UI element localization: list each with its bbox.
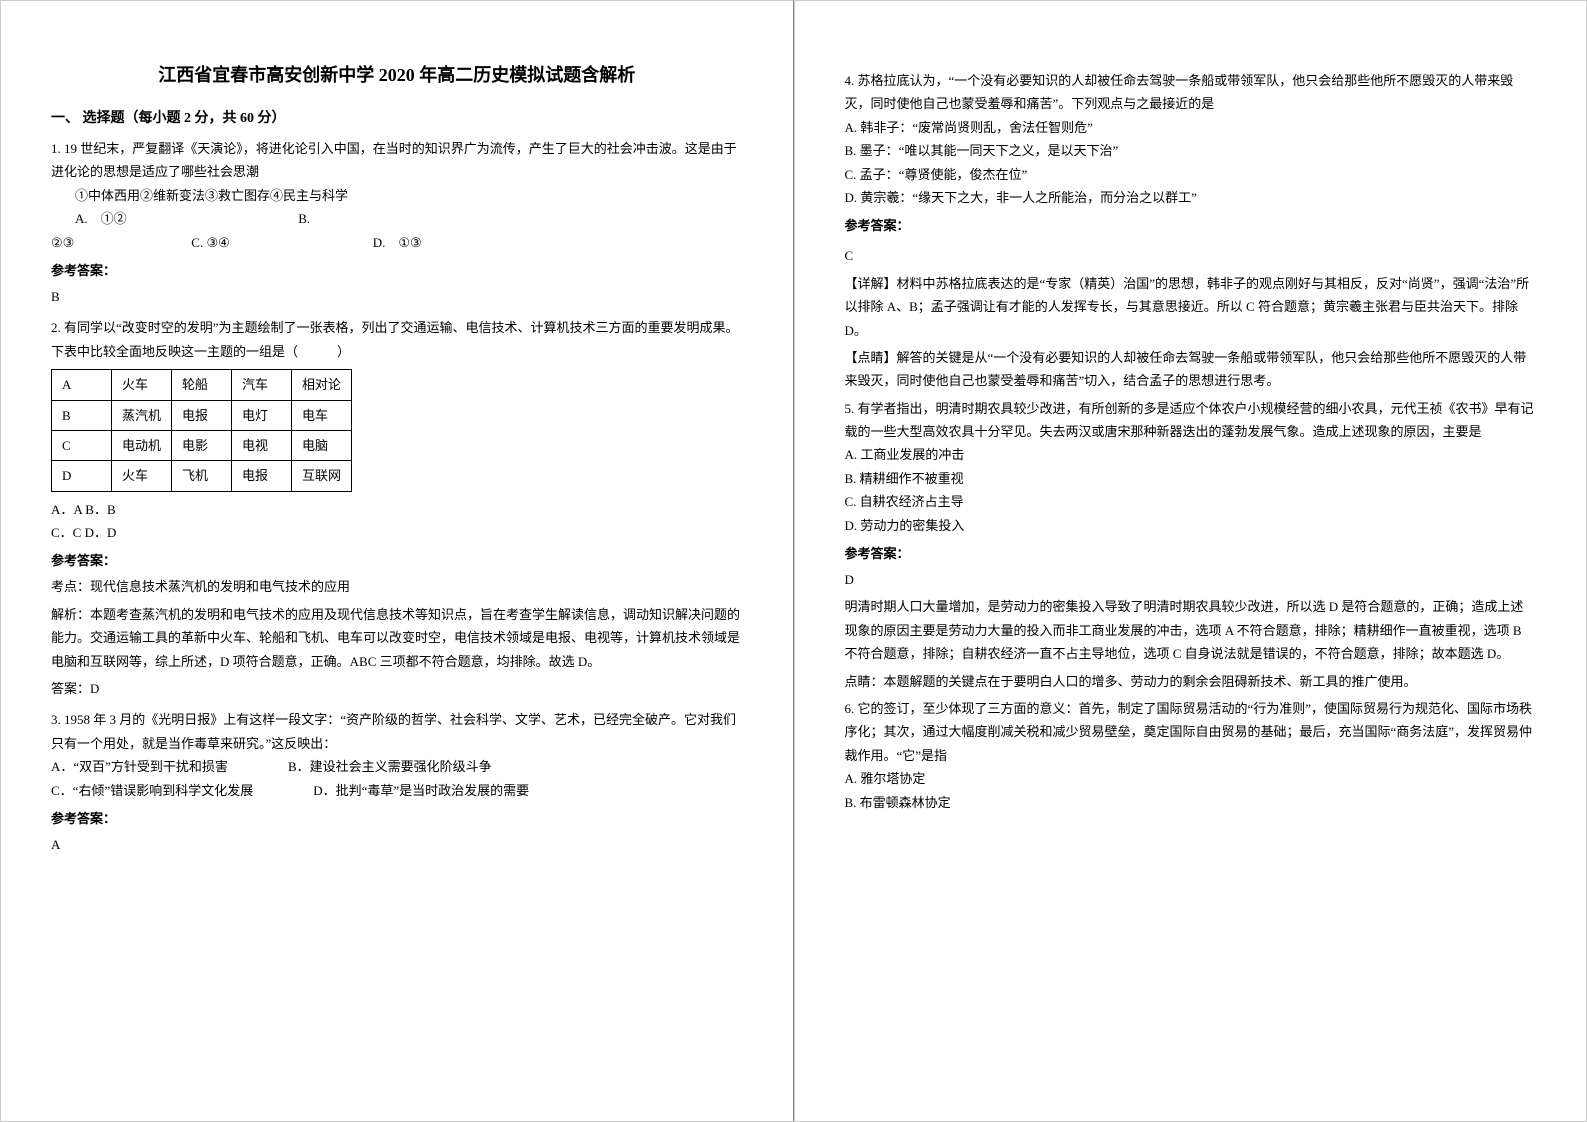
- table-cell: 汽车: [232, 370, 292, 400]
- q2-exp-body: 解析：本题考查蒸汽机的发明和电气技术的应用及现代信息技术等知识点，旨在考查学生解…: [51, 603, 743, 673]
- q1-answer-label: 参考答案：: [51, 260, 743, 279]
- q2-table: A 火车 轮船 汽车 相对论 B 蒸汽机 电报 电灯 电车 C 电动机 电影 电…: [51, 369, 352, 492]
- q2-opts-cd: C．C D．D: [51, 521, 743, 544]
- table-cell: 电报: [232, 461, 292, 491]
- table-row: C 电动机 电影 电视 电脑: [52, 430, 352, 460]
- q1-options-circled: ①中体西用②维新变法③救亡图存④民主与科学: [51, 184, 743, 207]
- q4-opt-d: D. 黄宗羲：“缘天下之大，非一人之所能治，而分治之以群工”: [845, 186, 1537, 209]
- q4-answer-label: 参考答案：: [845, 215, 1537, 234]
- q3-opts-row2: C．“右倾”错误影响到科学文化发展 D．批判“毒草”是当时政治发展的需要: [51, 779, 743, 802]
- table-row: A 火车 轮船 汽车 相对论: [52, 370, 352, 400]
- q5-opt-b: B. 精耕细作不被重视: [845, 467, 1537, 490]
- question-2: 2. 有同学以“改变时空的发明”为主题绘制了一张表格，列出了交通运输、电信技术、…: [51, 316, 743, 544]
- q4-opt-a: A. 韩非子：“废常尚贤则乱，舍法任智则危”: [845, 116, 1537, 139]
- table-cell: 相对论: [292, 370, 352, 400]
- question-5: 5. 有学者指出，明清时期农具较少改进，有所创新的多是适应个体农户小规模经营的细…: [845, 397, 1537, 537]
- table-cell: D: [52, 461, 112, 491]
- q4-stem: 4. 苏格拉底认为，“一个没有必要知识的人却被任命去驾驶一条船或带领军队，他只会…: [845, 69, 1537, 116]
- q4-opt-b: B. 墨子：“唯以其能一同天下之义，是以天下治”: [845, 139, 1537, 162]
- q6-opt-a: A. 雅尔塔协定: [845, 767, 1537, 790]
- right-page: 4. 苏格拉底认为，“一个没有必要知识的人却被任命去驾驶一条船或带领军队，他只会…: [794, 0, 1587, 1122]
- q2-exp-topic: 考点：现代信息技术蒸汽机的发明和电气技术的应用: [51, 575, 743, 598]
- q4-opt-c: C. 孟子：“尊贤使能，俊杰在位”: [845, 163, 1537, 186]
- table-cell: 轮船: [172, 370, 232, 400]
- q3-answer-label: 参考答案：: [51, 808, 743, 827]
- question-1: 1. 19 世纪末，严复翻译《天演论》，将进化论引入中国，在当时的知识界广为流传…: [51, 137, 743, 254]
- q3-opt-b: B．建设社会主义需要强化阶级斗争: [288, 755, 492, 778]
- q3-answer: A: [51, 833, 743, 856]
- left-page: 江西省宜春市高安创新中学 2020 年高二历史模拟试题含解析 一、 选择题（每小…: [0, 0, 794, 1122]
- table-cell: 电灯: [232, 400, 292, 430]
- q1-opt-b: B.: [298, 211, 310, 226]
- q3-opt-c: C．“右倾”错误影响到科学文化发展: [51, 779, 253, 802]
- q3-opt-d: D．批判“毒草”是当时政治发展的需要: [313, 779, 529, 802]
- q4-exp-tip: 【点睛】解答的关键是从“一个没有必要知识的人却被任命去驾驶一条船或带领军队，他只…: [845, 346, 1537, 393]
- table-cell: 火车: [112, 461, 172, 491]
- q1-answer: B: [51, 285, 743, 308]
- table-row: D 火车 飞机 电报 互联网: [52, 461, 352, 491]
- q4-answer: C: [845, 244, 1537, 267]
- q1-opt-row1: A. ①② B.: [51, 207, 743, 230]
- q4-exp-detail: 【详解】材料中苏格拉底表达的是“专家（精英）治国”的思想，韩非子的观点刚好与其相…: [845, 272, 1537, 342]
- table-cell: A: [52, 370, 112, 400]
- q3-opt-a: A．“双百”方针受到干扰和损害: [51, 755, 228, 778]
- q1-stem: 1. 19 世纪末，严复翻译《天演论》，将进化论引入中国，在当时的知识界广为流传…: [51, 137, 743, 184]
- table-cell: B: [52, 400, 112, 430]
- q6-opt-b: B. 布雷顿森林协定: [845, 791, 1537, 814]
- question-6: 6. 它的签订，至少体现了三方面的意义：首先，制定了国际贸易活动的“行为准则”，…: [845, 697, 1537, 814]
- q2-stem: 2. 有同学以“改变时空的发明”为主题绘制了一张表格，列出了交通运输、电信技术、…: [51, 316, 743, 363]
- table-cell: 蒸汽机: [112, 400, 172, 430]
- q2-answer-label: 参考答案：: [51, 550, 743, 569]
- table-cell: 电车: [292, 400, 352, 430]
- section-heading: 一、 选择题（每小题 2 分，共 60 分）: [51, 107, 743, 127]
- q2-answer: 答案：D: [51, 677, 743, 700]
- q1-opt-row2: ②③ C. ③④ D. ①③: [51, 231, 743, 254]
- q3-opts-row1: A．“双百”方针受到干扰和损害 B．建设社会主义需要强化阶级斗争: [51, 755, 743, 778]
- q5-answer: D: [845, 568, 1537, 591]
- q5-opt-c: C. 自耕农经济占主导: [845, 490, 1537, 513]
- table-row: B 蒸汽机 电报 电灯 电车: [52, 400, 352, 430]
- q2-opts-ab: A．A B．B: [51, 498, 743, 521]
- table-cell: 电报: [172, 400, 232, 430]
- table-cell: 电动机: [112, 430, 172, 460]
- table-cell: C: [52, 430, 112, 460]
- q5-stem: 5. 有学者指出，明清时期农具较少改进，有所创新的多是适应个体农户小规模经营的细…: [845, 397, 1537, 444]
- table-cell: 电影: [172, 430, 232, 460]
- table-cell: 火车: [112, 370, 172, 400]
- q5-exp-body: 明清时期人口大量增加，是劳动力的密集投入导致了明清时期农具较少改进，所以选 D …: [845, 595, 1537, 665]
- q5-opt-d: D. 劳动力的密集投入: [845, 514, 1537, 537]
- q5-exp-tip: 点睛：本题解题的关键点在于要明白人口的增多、劳动力的剩余会阻碍新技术、新工具的推…: [845, 670, 1537, 693]
- q1-opt-a: A. ①②: [75, 207, 295, 230]
- exam-title: 江西省宜春市高安创新中学 2020 年高二历史模拟试题含解析: [51, 61, 743, 87]
- question-4: 4. 苏格拉底认为，“一个没有必要知识的人却被任命去驾驶一条船或带领军队，他只会…: [845, 69, 1537, 209]
- q5-answer-label: 参考答案：: [845, 543, 1537, 562]
- q3-stem: 3. 1958 年 3 月的《光明日报》上有这样一段文字：“资产阶级的哲学、社会…: [51, 708, 743, 755]
- question-3: 3. 1958 年 3 月的《光明日报》上有这样一段文字：“资产阶级的哲学、社会…: [51, 708, 743, 802]
- table-cell: 互联网: [292, 461, 352, 491]
- q6-stem: 6. 它的签订，至少体现了三方面的意义：首先，制定了国际贸易活动的“行为准则”，…: [845, 697, 1537, 767]
- table-cell: 电视: [232, 430, 292, 460]
- table-cell: 飞机: [172, 461, 232, 491]
- q5-opt-a: A. 工商业发展的冲击: [845, 443, 1537, 466]
- table-cell: 电脑: [292, 430, 352, 460]
